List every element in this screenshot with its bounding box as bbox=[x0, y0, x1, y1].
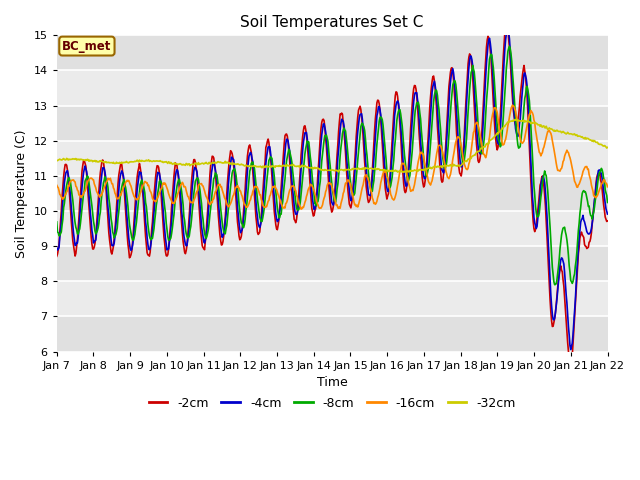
Bar bbox=[57, 176, 607, 211]
Bar bbox=[57, 211, 607, 246]
Bar bbox=[57, 246, 607, 281]
Title: Soil Temperatures Set C: Soil Temperatures Set C bbox=[241, 15, 424, 30]
Bar bbox=[57, 36, 607, 71]
Legend: -2cm, -4cm, -8cm, -16cm, -32cm: -2cm, -4cm, -8cm, -16cm, -32cm bbox=[143, 392, 521, 415]
Bar bbox=[57, 316, 607, 351]
Bar bbox=[57, 281, 607, 316]
Text: BC_met: BC_met bbox=[62, 39, 111, 53]
Bar bbox=[57, 71, 607, 106]
X-axis label: Time: Time bbox=[317, 376, 348, 389]
Bar bbox=[57, 106, 607, 141]
Bar bbox=[57, 141, 607, 176]
Y-axis label: Soil Temperature (C): Soil Temperature (C) bbox=[15, 129, 28, 258]
